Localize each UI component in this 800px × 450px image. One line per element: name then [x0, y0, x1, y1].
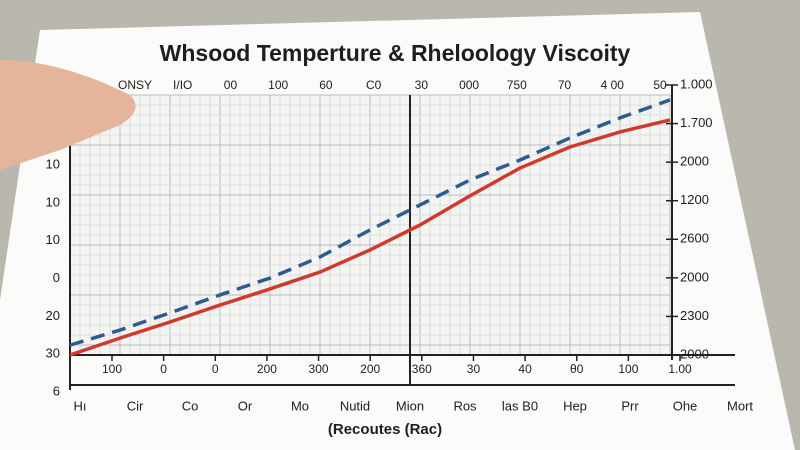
x-tick-label: Ohe [673, 398, 698, 413]
bottom-tick-label: 200 [257, 362, 277, 376]
hand [0, 60, 136, 170]
marks [69, 98, 671, 357]
bottom-tick-label: 200 [360, 362, 380, 376]
bottom-tick-label: 1.00 [668, 362, 692, 376]
bottom-tick-label: 40 [518, 362, 532, 376]
x-tick-label: Ros [453, 398, 477, 413]
x-tick-label: Prr [621, 398, 639, 413]
top-tick-label: 30 [415, 78, 429, 92]
y2-tick-label: 2000 [680, 154, 709, 169]
x-tick-label: las B0 [502, 398, 538, 413]
bottom-tick-label: 100 [618, 362, 638, 376]
x-tick-label: Mion [396, 398, 424, 413]
bottom-tick-label: 0 [212, 362, 219, 376]
y-tick-label: 10 [46, 194, 60, 209]
y2-tick-label: 2600 [680, 231, 709, 246]
x-tick-label: Mo [291, 398, 309, 413]
top-tick-label: 000 [459, 78, 479, 92]
bottom-tick-label: θ0 [570, 362, 584, 376]
x-tick-label: Cir [127, 398, 144, 413]
bottom-tick-label: 100 [102, 362, 122, 376]
y2-tick-label: 2000 [680, 346, 709, 361]
x-tick-label: Co [182, 398, 199, 413]
x-tick-label: Hı [74, 398, 87, 413]
top-tick-label: C0 [366, 78, 382, 92]
bottom-tick-label: 360 [412, 362, 432, 376]
top-tick-label: 50 [653, 78, 667, 92]
y2-tick-label: 1.000 [680, 76, 713, 91]
y-tick-label: 20 [46, 308, 60, 323]
y-tick-label: 10 [46, 156, 60, 171]
y2-tick-label: 1200 [680, 192, 709, 207]
y-tick-label: 30 [46, 346, 60, 361]
top-tick-label: ONSY [118, 78, 152, 92]
bottom-tick-label: 300 [309, 362, 329, 376]
top-tick-label: 4 00 [601, 78, 625, 92]
y-tick-label: 6 [53, 383, 60, 398]
data-line [69, 118, 671, 357]
top-tick-label: 60 [319, 78, 333, 92]
x-tick-label: Hep [563, 398, 587, 413]
y-tick-label: 0 [53, 270, 60, 285]
grid [69, 94, 671, 356]
top-tick-label: I/IO [173, 78, 192, 92]
x-axis-title: (Recoutes (Rac) [328, 421, 442, 438]
x-tick-label: Or [238, 398, 253, 413]
top-tick-label: 70 [558, 78, 572, 92]
x-tick-label: Nutid [340, 398, 370, 413]
y2-tick-label: 2300 [680, 308, 709, 323]
top-tick-label: 750 [507, 78, 527, 92]
y-tick-label: 10 [46, 232, 60, 247]
y2-tick-label: 1.700 [680, 115, 713, 130]
bottom-tick-label: 30 [467, 362, 481, 376]
top-tick-label: 00 [224, 78, 238, 92]
bottom-tick-label: 0 [160, 362, 167, 376]
chart-title: Whsood Temperture & Rheloology Viscoity [160, 40, 631, 66]
x-tick-label: Mort [727, 398, 753, 413]
y2-tick-label: 2000 [680, 269, 709, 284]
top-tick-label: 100 [268, 78, 288, 92]
